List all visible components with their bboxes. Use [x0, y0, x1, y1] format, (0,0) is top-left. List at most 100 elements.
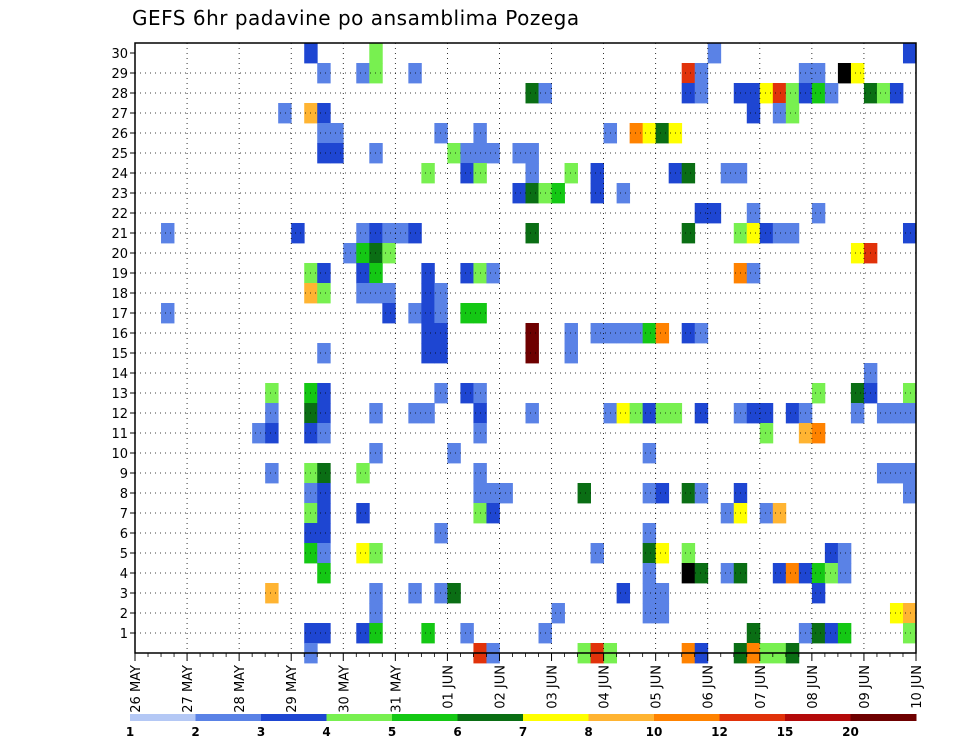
- heatmap-cell: [824, 83, 839, 104]
- heatmap-cell: [317, 383, 331, 404]
- heatmap-cell: [317, 403, 331, 424]
- heatmap-cell: [330, 123, 344, 144]
- heatmap-cell: [525, 183, 539, 204]
- x-tick-label: 08 JUN: [806, 665, 821, 709]
- heatmap-cell: [486, 263, 500, 284]
- heatmap-cell: [525, 403, 539, 424]
- y-tick-label: 29: [111, 67, 128, 82]
- heatmap-cell: [317, 503, 331, 524]
- heatmap-cell: [317, 423, 331, 444]
- heatmap-cell: [395, 223, 409, 244]
- colorbar-swatch: [392, 714, 458, 721]
- x-tick-label: 26 MAY: [129, 665, 144, 713]
- heatmap-cell: [681, 563, 696, 584]
- heatmap-cell: [824, 563, 839, 584]
- heatmap-cell: [317, 623, 331, 644]
- colorbar-swatch: [130, 714, 196, 721]
- heatmap-cell: [746, 83, 761, 104]
- heatmap-cell: [642, 523, 657, 544]
- heatmap-cell: [434, 323, 448, 344]
- heatmap-cell: [265, 583, 279, 604]
- colorbar-swatch: [195, 714, 262, 721]
- heatmap-cell: [759, 83, 774, 104]
- heatmap-cell: [577, 483, 591, 504]
- heatmap-cell: [902, 623, 917, 644]
- heatmap-cell: [642, 403, 657, 424]
- heatmap-cell: [460, 623, 474, 644]
- heatmap-cell: [421, 323, 435, 344]
- heatmap-cell: [369, 63, 383, 84]
- heatmap-cell: [824, 543, 839, 564]
- colorbar-label: 4: [322, 725, 330, 739]
- chart-title: GEFS 6hr padavine po ansamblima Pozega: [132, 6, 580, 30]
- heatmap-cell: [590, 323, 604, 344]
- heatmap-cell: [681, 223, 696, 244]
- heatmap-cell: [902, 603, 917, 624]
- heatmap-cell: [616, 183, 631, 204]
- heatmap-cell: [512, 183, 526, 204]
- heatmap-cell: [460, 163, 474, 184]
- heatmap-cell: [681, 63, 696, 84]
- heatmap-cell: [590, 163, 604, 184]
- heatmap-cell: [317, 483, 331, 504]
- x-tick-label: 06 JUN: [702, 665, 717, 709]
- heatmap-cell: [694, 83, 709, 104]
- heatmap-cell: [616, 583, 631, 604]
- colorbar-swatch: [261, 714, 327, 721]
- colorbar-label: 12: [711, 725, 728, 739]
- heatmap-cell: [551, 603, 565, 624]
- y-tick-label: 24: [111, 167, 128, 182]
- x-axis-ticks: 26 MAY 27 MAY 28 MAY 29 MAY 30 MAY 31 MAY 01 J…: [129, 653, 925, 713]
- heatmap-cell: [369, 283, 383, 304]
- heatmap-cell: [642, 563, 657, 584]
- heatmap-cell: [304, 43, 318, 64]
- heatmap-cell: [681, 483, 696, 504]
- heatmap-cell: [421, 343, 435, 364]
- heatmap-cell: [434, 303, 448, 324]
- heatmap-cell: [811, 383, 826, 404]
- x-tick-label: 05 JUN: [650, 665, 665, 709]
- x-tick-label: 27 MAY: [181, 665, 196, 713]
- heatmap-cell: [499, 483, 513, 504]
- heatmap-cell: [421, 303, 435, 324]
- heatmap-cell: [655, 323, 670, 344]
- y-axis-ticks: 1234567891011121314151617181920212223242…: [111, 47, 135, 642]
- colorbar-swatch: [850, 714, 917, 721]
- y-tick-label: 5: [120, 547, 128, 562]
- heatmap-cell: [642, 483, 657, 504]
- colorbar-swatch: [326, 714, 393, 721]
- y-tick-label: 28: [111, 87, 128, 102]
- heatmap-cell: [356, 223, 370, 244]
- heatmap-cell: [369, 603, 383, 624]
- heatmap-cell: [850, 243, 865, 264]
- heatmap-cell: [512, 143, 526, 164]
- x-tick-label: 29 MAY: [285, 665, 300, 713]
- heatmap-cell: [720, 503, 735, 524]
- heatmap-cell: [486, 143, 500, 164]
- heatmap-cell: [564, 343, 578, 364]
- heatmap-cell: [486, 483, 500, 504]
- heatmap-cell: [902, 463, 917, 484]
- heatmap-cell: [356, 623, 370, 644]
- heatmap-cell: [785, 403, 800, 424]
- y-tick-label: 26: [111, 127, 128, 142]
- heatmap-cell: [694, 483, 709, 504]
- heatmap-cell: [655, 603, 670, 624]
- heatmap-cell: [252, 423, 266, 444]
- heatmap-cell: [369, 143, 383, 164]
- heatmap-cell: [317, 103, 331, 124]
- y-tick-label: 17: [111, 307, 128, 322]
- heatmap-cell: [785, 83, 800, 104]
- heatmap-cell: [265, 383, 279, 404]
- heatmap-cell: [486, 503, 500, 524]
- colorbar-label: 7: [519, 725, 527, 739]
- heatmap-cell: [382, 283, 396, 304]
- heatmap-cell: [902, 403, 917, 424]
- heatmap-cell: [629, 403, 644, 424]
- colorbar-label: 2: [191, 725, 199, 739]
- heatmap-cell: [655, 123, 670, 144]
- heatmap-cell: [317, 543, 331, 564]
- heatmap-cell: [850, 383, 865, 404]
- heatmap-cell: [772, 103, 787, 124]
- heatmap-cell: [655, 543, 670, 564]
